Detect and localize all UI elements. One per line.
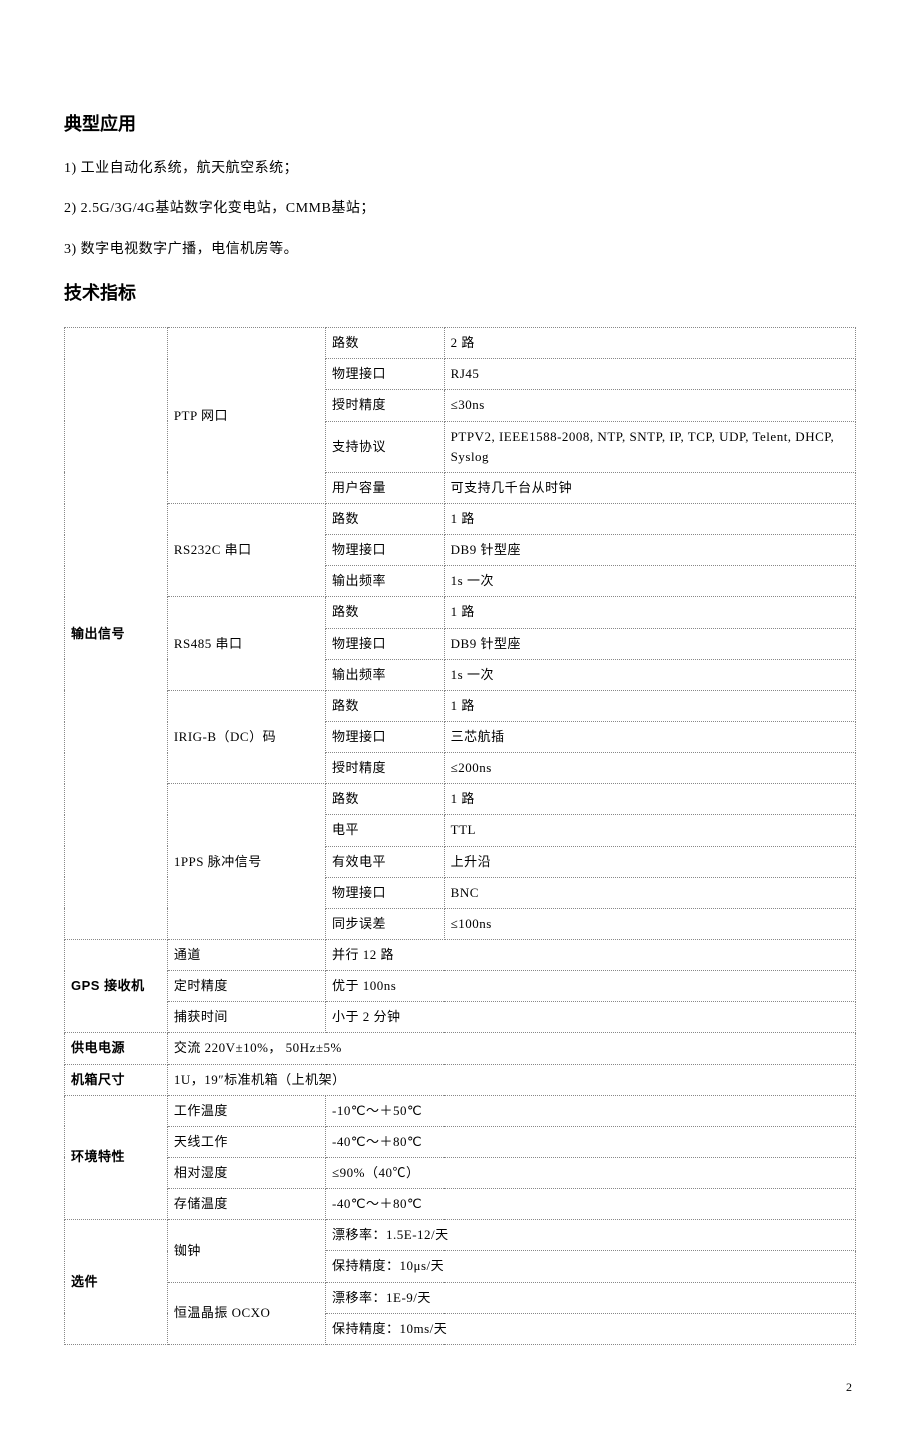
spec-table: 输出信号 PTP 网口 路数 2 路 物理接口 RJ45 授时精度 ≤30ns … <box>64 327 856 1345</box>
cell: 2 路 <box>444 328 855 359</box>
cell: 路数 <box>326 597 445 628</box>
cell: 物理接口 <box>326 535 445 566</box>
cell: ≤100ns <box>444 908 855 939</box>
cell: 定时精度 <box>167 971 325 1002</box>
cell: 用户容量 <box>326 472 445 503</box>
cell: -40℃～＋80℃ <box>326 1126 856 1157</box>
cell-power: 供电电源 <box>65 1033 168 1064</box>
cell: 1 路 <box>444 690 855 721</box>
cell: TTL <box>444 815 855 846</box>
page-content: 典型应用 1) 工业自动化系统，航天航空系统； 2) 2.5G/3G/4G基站数… <box>0 0 920 1435</box>
cell-options: 选件 <box>65 1220 168 1345</box>
cell: 输出频率 <box>326 566 445 597</box>
cell: 路数 <box>326 690 445 721</box>
cell: 物理接口 <box>326 359 445 390</box>
cell: PTPV2, IEEE1588-2008, NTP, SNTP, IP, TCP… <box>444 421 855 472</box>
app-item-3: 3) 数字电视数字广播，电信机房等。 <box>64 239 856 261</box>
cell-gps: GPS 接收机 <box>65 939 168 1032</box>
cell-rs232c: RS232C 串口 <box>167 504 325 597</box>
cell: 授时精度 <box>326 753 445 784</box>
app-item-1: 1) 工业自动化系统，航天航空系统； <box>64 158 856 180</box>
cell: 保持精度：10μs/天 <box>326 1251 856 1282</box>
cell-rb: 铷钟 <box>167 1220 325 1282</box>
cell: 天线工作 <box>167 1126 325 1157</box>
cell: 路数 <box>326 328 445 359</box>
cell: BNC <box>444 877 855 908</box>
cell: 保持精度：10ms/天 <box>326 1313 856 1344</box>
cell: 小于 2 分钟 <box>326 1002 856 1033</box>
cell: 漂移率：1E-9/天 <box>326 1282 856 1313</box>
cell: -10℃～＋50℃ <box>326 1095 856 1126</box>
cell: 授时精度 <box>326 390 445 421</box>
cell: ≤90%（40℃） <box>326 1157 856 1188</box>
cell: 上升沿 <box>444 846 855 877</box>
cell: 1U，19″标准机箱（上机架） <box>167 1064 855 1095</box>
cell: RJ45 <box>444 359 855 390</box>
cell: ≤200ns <box>444 753 855 784</box>
cell-ptp: PTP 网口 <box>167 328 325 504</box>
cell: 有效电平 <box>326 846 445 877</box>
cell: 输出频率 <box>326 659 445 690</box>
heading-applications: 典型应用 <box>64 110 856 136</box>
cell: 优于 100ns <box>326 971 856 1002</box>
cell: -40℃～＋80℃ <box>326 1189 856 1220</box>
cell: 通道 <box>167 939 325 970</box>
cell: 存储温度 <box>167 1189 325 1220</box>
cell: 相对湿度 <box>167 1157 325 1188</box>
cell: DB9 针型座 <box>444 628 855 659</box>
cell: ≤30ns <box>444 390 855 421</box>
cell-irigb: IRIG-B（DC）码 <box>167 690 325 783</box>
cell-ocxo: 恒温晶振 OCXO <box>167 1282 325 1344</box>
page-number: 2 <box>64 1380 856 1395</box>
cell-1pps: 1PPS 脉冲信号 <box>167 784 325 940</box>
cell: 工作温度 <box>167 1095 325 1126</box>
cell: 电平 <box>326 815 445 846</box>
cell: 1 路 <box>444 504 855 535</box>
cell: 交流 220V±10%， 50Hz±5% <box>167 1033 855 1064</box>
cell: 1s 一次 <box>444 566 855 597</box>
cell: 并行 12 路 <box>326 939 856 970</box>
cell: 物理接口 <box>326 877 445 908</box>
cell: 支持协议 <box>326 421 445 472</box>
cell: 路数 <box>326 504 445 535</box>
cell: 1 路 <box>444 784 855 815</box>
cell: 1 路 <box>444 597 855 628</box>
cell-rs485: RS485 串口 <box>167 597 325 690</box>
app-item-2: 2) 2.5G/3G/4G基站数字化变电站，CMMB基站； <box>64 198 856 220</box>
cell: 漂移率：1.5E-12/天 <box>326 1220 856 1251</box>
cell: 物理接口 <box>326 628 445 659</box>
cell: 同步误差 <box>326 908 445 939</box>
cell: 三芯航插 <box>444 722 855 753</box>
cell-env: 环境特性 <box>65 1095 168 1220</box>
cell-chassis: 机箱尺寸 <box>65 1064 168 1095</box>
cell: 1s 一次 <box>444 659 855 690</box>
heading-specifications: 技术指标 <box>64 279 856 305</box>
cell-output-signals: 输出信号 <box>65 328 168 940</box>
cell: 可支持几千台从时钟 <box>444 472 855 503</box>
cell: DB9 针型座 <box>444 535 855 566</box>
cell: 捕获时间 <box>167 1002 325 1033</box>
cell: 路数 <box>326 784 445 815</box>
cell: 物理接口 <box>326 722 445 753</box>
